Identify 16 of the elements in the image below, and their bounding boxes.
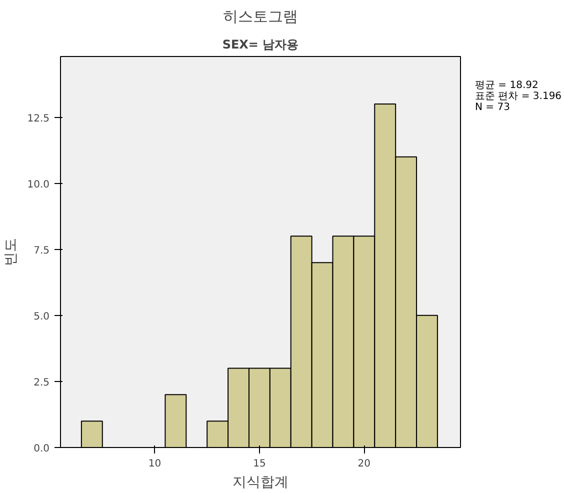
text: 평균 = 18.92: [475, 80, 538, 91]
chart-subtitle: SEX= 남자용: [222, 38, 299, 52]
y-tick-label: 0.0: [34, 444, 50, 454]
y-axis-title: 빈도: [3, 238, 20, 266]
x-tick-label: 10: [148, 458, 162, 470]
chart-title: 히스토그램: [223, 8, 298, 26]
y-tick-label: 5.0: [34, 311, 50, 322]
text: 표준 편차 = 3.196: [475, 91, 562, 102]
x-tick-label: 15: [253, 458, 266, 470]
y-tick-label: 12.5: [27, 113, 50, 124]
x-tick-label: 20: [358, 458, 371, 470]
y-tick-label: 7.5: [34, 245, 50, 256]
text: N = 73: [475, 102, 510, 113]
y-tick-label: 2.5: [34, 377, 50, 388]
x-axis-title: 지식합계: [232, 474, 288, 490]
y-tick-label: 10.0: [27, 179, 50, 190]
